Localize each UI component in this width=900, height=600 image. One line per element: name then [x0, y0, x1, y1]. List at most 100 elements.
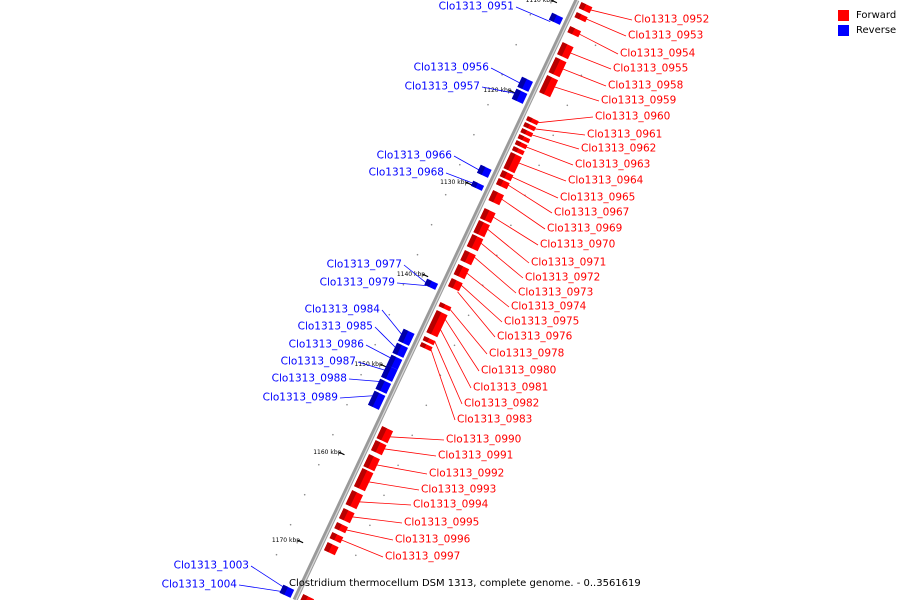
gene-labels: Clo1313_0951 Clo1313_0956 Clo1313_0957 Clo1… — [162, 1, 710, 591]
reverse-feature — [279, 584, 295, 598]
reverse-leader — [339, 395, 375, 399]
forward-leader — [444, 318, 480, 372]
legend-forward: Forward — [838, 8, 896, 23]
forward-leader — [536, 116, 594, 124]
reverse-gene-label: Clo1313_0966 — [377, 150, 453, 162]
forward-leader — [358, 501, 412, 506]
track-dot — [580, 74, 583, 77]
label-leaders — [238, 6, 633, 592]
forward-leader — [466, 272, 510, 308]
forward-leader — [578, 33, 619, 55]
forward-gene-label: Clo1313_0971 — [531, 257, 606, 269]
forward-feature — [300, 594, 315, 600]
forward-gene-label: Clo1313_0980 — [481, 365, 556, 377]
scale-tick — [465, 181, 472, 186]
forward-feature — [354, 468, 374, 492]
forward-feature — [460, 250, 476, 266]
reverse-gene-label: Clo1313_0988 — [272, 373, 347, 385]
track-dot — [515, 43, 517, 46]
reverse-leader — [381, 309, 404, 336]
forward-feature — [488, 190, 504, 206]
forward-leader — [439, 328, 472, 389]
reverse-leader — [365, 344, 393, 359]
legend: Forward Reverse — [838, 8, 896, 38]
forward-feature — [376, 426, 394, 444]
forward-leader — [553, 86, 600, 102]
track-dot — [510, 224, 512, 227]
scale-tick — [338, 451, 345, 456]
forward-feature — [523, 122, 536, 132]
forward-gene-label: Clo1313_0964 — [568, 175, 644, 187]
reverse-leader — [396, 282, 427, 286]
forward-gene-label: Clo1313_0978 — [489, 348, 564, 360]
forward-feature — [473, 220, 490, 238]
legend-reverse-label: Reverse — [856, 25, 897, 36]
forward-leader — [590, 9, 633, 21]
forward-leader — [585, 18, 627, 37]
forward-gene-label: Clo1313_0969 — [547, 223, 622, 235]
track-dot — [289, 523, 292, 526]
track-dot — [473, 133, 475, 136]
forward-feature — [453, 264, 470, 280]
forward-gene-label: Clo1313_0959 — [601, 95, 676, 107]
track-dot — [275, 553, 278, 556]
forward-feature — [539, 75, 559, 98]
track-dot — [388, 313, 391, 316]
forward-leader — [368, 481, 420, 491]
forward-feature — [512, 146, 525, 156]
forward-gene-label: Clo1313_0991 — [438, 450, 513, 462]
forward-gene-label: Clo1313_0993 — [421, 484, 496, 496]
forward-gene-label: Clo1313_0981 — [473, 382, 548, 394]
reverse-gene-label: Clo1313_0957 — [405, 81, 480, 93]
track-dot — [487, 103, 489, 106]
forward-feature — [466, 234, 484, 252]
scale-label: 1150 kbp — [355, 361, 383, 368]
forward-gene-label: Clo1313_0972 — [525, 272, 600, 284]
reverse-gene-label: Clo1313_0951 — [439, 1, 514, 13]
forward-gene-label: Clo1313_0973 — [518, 287, 593, 299]
forward-gene-label: Clo1313_0955 — [613, 63, 688, 75]
forward-gene-label: Clo1313_0961 — [587, 129, 662, 141]
legend-forward-label: Forward — [856, 10, 897, 21]
track-dot — [346, 403, 348, 406]
scale-label: 1170 kbp — [272, 537, 300, 544]
forward-feature — [480, 208, 496, 224]
reverse-gene-label: Clo1313_0979 — [320, 277, 395, 289]
forward-leader — [376, 464, 428, 475]
forward-leader — [569, 52, 612, 70]
forward-gene-label: Clo1313_0976 — [497, 331, 573, 343]
track-dot — [430, 223, 433, 226]
track-dot — [538, 164, 540, 167]
forward-feature — [557, 42, 574, 60]
forward-leader — [340, 539, 384, 558]
track-dot — [369, 524, 371, 527]
scale-label: 1130 kbp — [440, 179, 468, 186]
reverse-feature — [517, 76, 533, 92]
reverse-leader — [515, 6, 551, 22]
scale-tick — [508, 89, 515, 94]
forward-leader — [460, 284, 503, 323]
forward-feature — [426, 310, 448, 338]
reverse-gene-label: Clo1313_0989 — [263, 392, 338, 404]
track-dot — [383, 494, 385, 497]
track-dot — [355, 554, 357, 557]
forward-feature — [422, 336, 436, 346]
forward-gene-label: Clo1313_0997 — [385, 551, 460, 563]
forward-leader — [534, 128, 586, 136]
forward-gene-label: Clo1313_0974 — [511, 301, 587, 313]
forward-leader — [345, 529, 394, 541]
reverse-feature — [381, 364, 398, 382]
forward-leader — [492, 216, 539, 246]
forward-feature — [578, 2, 593, 14]
forward-feature — [345, 490, 363, 510]
forward-leader — [518, 162, 567, 182]
forward-leader — [434, 340, 463, 405]
track-dot — [566, 104, 569, 107]
forward-feature — [517, 134, 531, 144]
track-dot — [425, 404, 428, 407]
reverse-feature — [548, 12, 564, 25]
reverse-gene-label: Clo1313_0987 — [281, 356, 356, 368]
scale-tick — [551, 0, 558, 4]
reverse-feature — [375, 378, 392, 394]
forward-feature — [363, 454, 380, 472]
